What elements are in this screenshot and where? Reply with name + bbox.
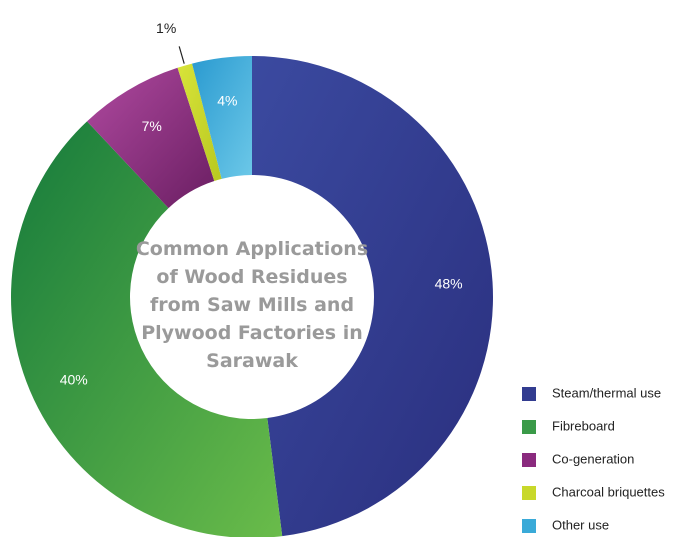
- data-label: 4%: [217, 92, 237, 108]
- donut-segment: [11, 121, 283, 537]
- legend-label: Fibreboard: [552, 418, 615, 433]
- legend-swatch: [522, 453, 536, 467]
- legend-swatch: [522, 519, 536, 533]
- data-label: 7%: [142, 118, 162, 134]
- legend-swatch: [522, 420, 536, 434]
- donut-segment: [192, 56, 252, 179]
- donut-segment: [252, 56, 494, 537]
- legend-label: Other use: [552, 517, 609, 532]
- legend-label: Co-generation: [552, 451, 634, 466]
- data-label: 40%: [60, 372, 88, 388]
- data-label: 1%: [156, 20, 176, 36]
- legend-label: Steam/thermal use: [552, 385, 661, 400]
- data-label: 48%: [435, 275, 463, 291]
- donut-segment: [177, 63, 222, 181]
- chart-title: Common Applications of Wood Residues fro…: [135, 238, 369, 372]
- legend-swatch: [522, 387, 536, 401]
- legend-label: Charcoal briquettes: [552, 484, 665, 499]
- legend-swatch: [522, 486, 536, 500]
- leader-line: [178, 46, 185, 64]
- donut-segment: [87, 67, 215, 209]
